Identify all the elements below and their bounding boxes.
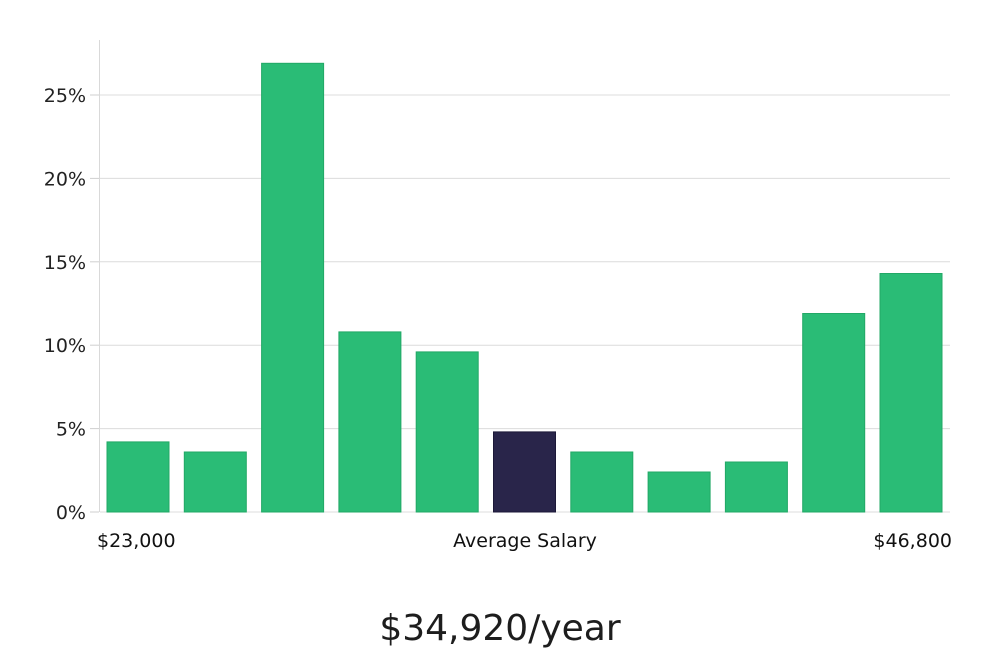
salary-histogram: 0%5%10%15%20%25% $23,000 Average Salary … bbox=[44, 40, 952, 552]
x-max-label: $46,800 bbox=[873, 530, 952, 552]
y-tick-label: 0% bbox=[56, 502, 86, 524]
bar bbox=[183, 451, 247, 513]
bar bbox=[879, 273, 943, 513]
bar bbox=[261, 62, 325, 513]
bars bbox=[106, 62, 943, 513]
y-tick-label: 15% bbox=[44, 252, 86, 274]
bar-average-salary bbox=[493, 431, 556, 513]
y-tick-label: 10% bbox=[44, 335, 86, 357]
y-tick-label: 20% bbox=[44, 168, 86, 190]
bar bbox=[570, 451, 634, 513]
bar bbox=[802, 313, 866, 513]
y-tick-label: 25% bbox=[44, 85, 86, 107]
x-center-label: Average Salary bbox=[453, 530, 597, 552]
average-salary-readout: $34,920/year bbox=[379, 608, 621, 649]
x-min-label: $23,000 bbox=[97, 530, 176, 552]
bar bbox=[724, 461, 788, 513]
y-tick-label: 5% bbox=[56, 419, 86, 441]
bar bbox=[647, 471, 711, 513]
y-axis-ticks: 0% 5% 10% 15% 20% 25% bbox=[44, 85, 99, 524]
bar bbox=[338, 331, 402, 513]
bar bbox=[415, 351, 479, 513]
bar bbox=[106, 441, 170, 513]
